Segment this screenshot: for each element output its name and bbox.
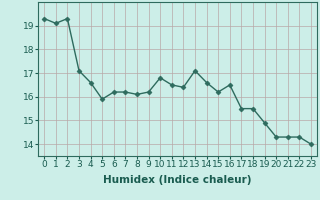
- X-axis label: Humidex (Indice chaleur): Humidex (Indice chaleur): [103, 175, 252, 185]
